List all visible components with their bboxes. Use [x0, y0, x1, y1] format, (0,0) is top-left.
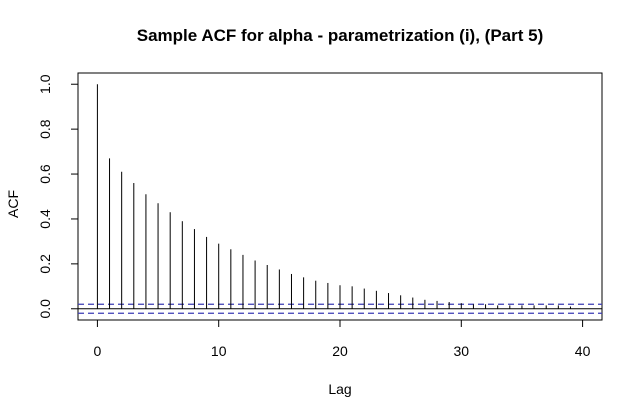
x-tick-label: 10: [211, 343, 227, 359]
y-tick-label: 0.2: [37, 254, 53, 274]
y-tick-label: 0.8: [37, 119, 53, 139]
y-axis-label: ACF: [5, 190, 21, 218]
y-axis: 0.0 0.2 0.4 0.6 0.8 1.0: [37, 74, 79, 319]
y-tick-label: 1.0: [37, 74, 53, 94]
x-tick-label: 0: [94, 343, 102, 359]
chart-title: Sample ACF for alpha - parametrization (…: [137, 26, 544, 45]
x-tick-label: 20: [332, 343, 348, 359]
x-tick-label: 40: [575, 343, 591, 359]
plot-area-frame: [77, 72, 603, 321]
x-axis-label: Lag: [328, 381, 351, 397]
y-tick-label: 0.4: [37, 209, 53, 229]
x-axis: 0 10 20 30 40: [94, 319, 591, 359]
acf-bars: [96, 84, 571, 309]
y-tick-label: 0.0: [37, 299, 53, 319]
x-tick-label: 30: [454, 343, 470, 359]
y-tick-label: 0.6: [37, 164, 53, 184]
